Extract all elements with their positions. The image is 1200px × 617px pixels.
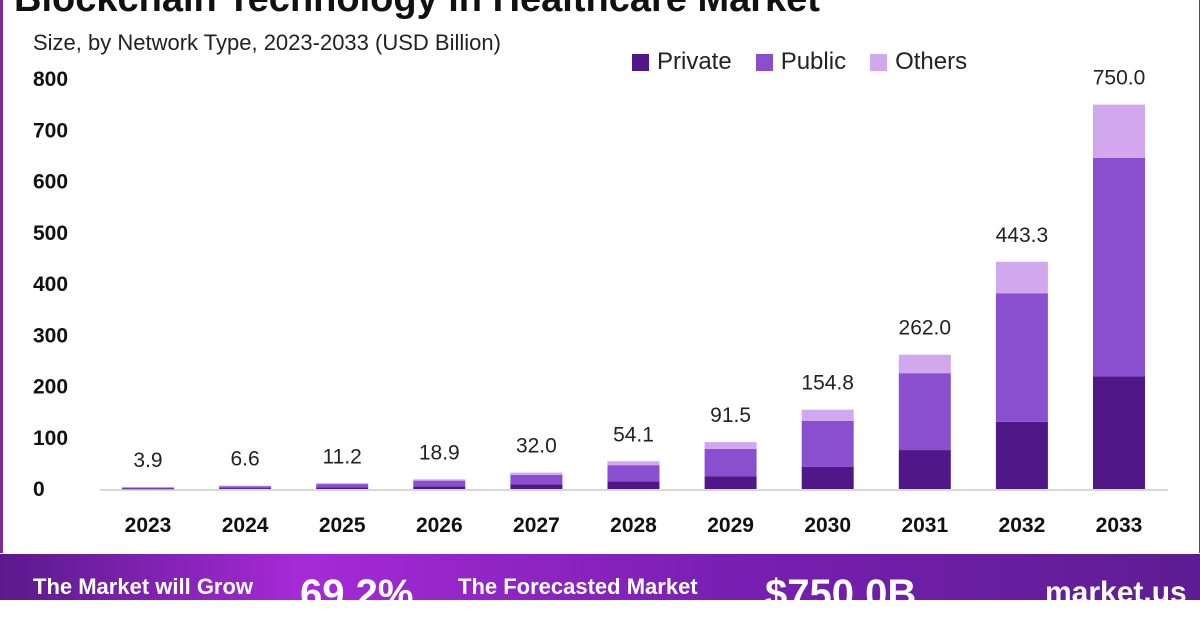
bar-segment-private — [995, 421, 1048, 489]
bar-segment-public — [316, 484, 369, 488]
x-tick-label: 2023 — [125, 514, 172, 537]
bar-segment-public — [219, 486, 272, 489]
bar-segment-private — [316, 487, 369, 489]
bar-segment-private — [1093, 376, 1145, 489]
legend-label: Public — [780, 48, 847, 75]
bar-total-label: 18.9 — [419, 441, 460, 464]
y-tick-label: 200 — [33, 376, 68, 399]
bar-total-label: 91.5 — [710, 404, 751, 427]
legend: Private Public Others — [632, 48, 967, 76]
y-tick-label: 0 — [33, 478, 45, 501]
x-tick-label: 2028 — [610, 514, 657, 537]
bar-segment-public — [413, 480, 466, 487]
bar-segment-others — [413, 479, 466, 481]
bar-segment-private — [510, 484, 563, 489]
bar-total-label: 11.2 — [323, 445, 362, 468]
y-tick-label: 600 — [33, 171, 68, 194]
bar-segment-others — [995, 261, 1048, 294]
bar-segment-private — [704, 476, 757, 489]
legend-item-others: Others — [870, 48, 967, 76]
bar-chart: 0 100 200 300 400 500 600 700 800 3.9 2023 6.6 2024 1… — [33, 67, 1168, 537]
x-tick-label: 2030 — [804, 514, 851, 537]
bar-segment-others — [607, 461, 660, 466]
y-tick-label: 700 — [33, 119, 68, 142]
bar-total-label: 32.0 — [516, 435, 557, 458]
brand-logo: market.us — [1045, 576, 1187, 609]
forecast-value: $750.0B — [765, 572, 917, 616]
bar-total-label: 6.6 — [230, 448, 259, 471]
bar-segment-public — [1093, 157, 1145, 377]
x-tick-label: 2027 — [513, 514, 560, 537]
y-tick-label: 500 — [33, 222, 68, 245]
grow-label: The Market will Grow — [33, 574, 254, 599]
bar-segment-others — [704, 442, 757, 450]
bar-total-label: 750.0 — [1093, 67, 1146, 90]
chart-title: Blockchain Technology in Healthcare Mark… — [14, 0, 820, 21]
legend-item-public: Public — [755, 48, 847, 76]
bar-total-label: 262.0 — [899, 317, 952, 340]
x-tick-label: 2031 — [901, 514, 948, 537]
forecast-label: The Forecasted Market — [458, 574, 698, 599]
bar-segment-public — [898, 373, 951, 451]
y-tick-label: 300 — [33, 324, 68, 347]
x-tick-label: 2026 — [416, 514, 463, 537]
bar-segment-private — [219, 488, 272, 489]
legend-swatch — [755, 53, 773, 71]
x-tick-label: 2029 — [707, 514, 754, 537]
x-tick-label: 2032 — [999, 514, 1046, 537]
bar-total-label: 443.3 — [996, 224, 1049, 247]
legend-item-private: Private — [632, 48, 732, 76]
bar-segment-others — [898, 354, 951, 374]
bar-segment-private — [607, 481, 660, 489]
bar-segment-public — [704, 449, 757, 477]
chart-subtitle: Size, by Network Type, 2023-2033 (USD Bi… — [33, 30, 501, 55]
y-tick-label: 800 — [33, 68, 68, 91]
bar-segment-public — [801, 420, 854, 467]
y-tick-label: 100 — [33, 427, 68, 450]
bar-segment-private — [122, 488, 174, 490]
bar-segment-public — [122, 487, 174, 489]
bar-segment-others — [219, 485, 272, 487]
bar-segment-public — [607, 465, 660, 482]
bar-segment-private — [801, 466, 854, 489]
bar-segment-others — [122, 487, 174, 488]
x-tick-label: 2033 — [1096, 514, 1143, 537]
footer-banner: The Market will Grow 69.2% The Forecaste… — [0, 554, 1200, 616]
bar-total-label: 54.1 — [613, 423, 654, 446]
bar-segment-others — [1093, 104, 1145, 158]
bar-segment-others — [510, 472, 563, 475]
legend-swatch — [870, 53, 888, 71]
bar-total-label: 3.9 — [133, 449, 162, 472]
bar-segment-others — [801, 409, 854, 421]
bar-segment-private — [898, 450, 951, 489]
bar-segment-others — [316, 483, 369, 485]
legend-label: Others — [895, 48, 968, 75]
legend-swatch — [632, 53, 649, 71]
y-tick-label: 400 — [33, 273, 68, 296]
cagr-value: 69.2% — [300, 572, 414, 616]
legend-label: Private — [657, 48, 732, 75]
bar-segment-private — [413, 486, 466, 489]
bar-total-label: 154.8 — [801, 372, 854, 395]
bar-segment-public — [510, 474, 563, 485]
x-tick-label: 2025 — [319, 514, 366, 537]
x-tick-label: 2024 — [222, 514, 269, 537]
bar-segment-public — [995, 293, 1048, 422]
